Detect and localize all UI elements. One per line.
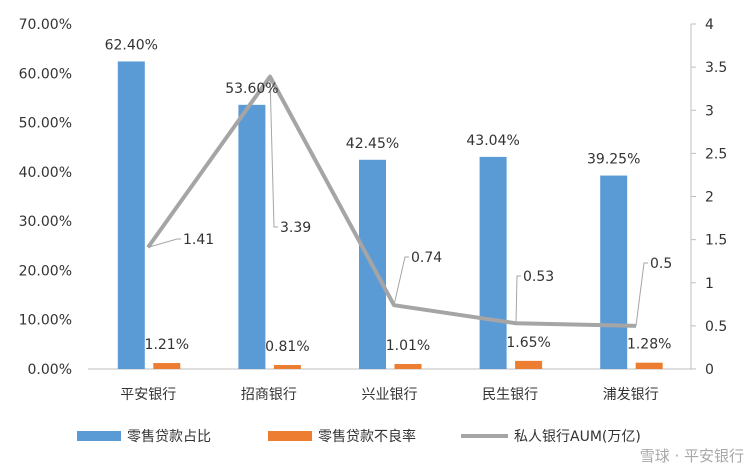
legend-swatch-loan-share <box>77 431 121 441</box>
retail-npl-bar <box>153 363 181 369</box>
left-tick-label: 10.00% <box>19 313 72 329</box>
legend-label-aum: 私人银行AUM(万亿) <box>514 429 641 445</box>
aum-label: 0.74 <box>411 250 442 266</box>
left-tick-label: 20.00% <box>19 263 72 279</box>
right-tick-label: 2 <box>705 190 714 206</box>
right-tick-label: 0 <box>705 362 714 378</box>
retail-npl-label: 1.01% <box>386 338 430 354</box>
retail-npl-bar <box>394 364 422 369</box>
aum-line-layer <box>146 74 648 328</box>
left-tick-label: 0.00% <box>28 362 72 378</box>
right-tick-label: 3.5 <box>705 60 727 76</box>
left-tick-label: 40.00% <box>19 165 72 181</box>
right-tick-label: 2.5 <box>705 146 727 162</box>
category-label: 兴业银行 <box>362 387 418 403</box>
left-y-axis: 0.00% 10.00% 20.00% 30.00% 40.00% 50.00% 60.00… <box>19 17 72 378</box>
legend-label-loan-share: 零售贷款占比 <box>127 429 211 445</box>
watermark: 雪球 · 平安银行 <box>640 447 744 465</box>
left-tick-label: 30.00% <box>19 214 72 230</box>
left-tick-label: 50.00% <box>19 116 72 132</box>
legend-swatch-npl <box>268 431 312 441</box>
retail-loan-share-bar <box>600 175 628 369</box>
aum-leader-line <box>269 76 278 228</box>
left-tick-label: 60.00% <box>19 66 72 82</box>
legend-label-npl: 零售贷款不良率 <box>318 428 416 445</box>
legend: 零售贷款占比 零售贷款不良率 私人银行AUM(万亿) <box>77 428 641 445</box>
retail-loan-share-label: 53.60% <box>225 81 278 97</box>
right-tick-label: 1 <box>705 276 714 292</box>
aum-leader-line <box>635 262 648 326</box>
x-axis: 平安银行 招商银行 兴业银行 民生银行 浦发银行 <box>88 368 691 403</box>
retail-loan-share-bar <box>479 156 507 369</box>
right-tick-label: 3 <box>705 103 714 119</box>
retail-loan-share-bar <box>117 61 145 369</box>
right-tick-label: 0.5 <box>705 319 727 335</box>
retail-npl-label: 1.28% <box>627 337 671 353</box>
retail-npl-label: 0.81% <box>265 339 309 355</box>
aum-leader-line <box>393 256 409 306</box>
retail-loan-share-label: 62.40% <box>105 37 158 53</box>
category-label: 浦发银行 <box>603 387 659 403</box>
retail-npl-label: 1.65% <box>506 335 550 351</box>
right-tick-label: 1.5 <box>705 233 727 249</box>
aum-label: 0.53 <box>523 269 554 285</box>
data-labels: 62.40% 1.21% 53.60% 0.81% 42.45% 1.01% 43.04% 1… <box>105 37 673 355</box>
retail-npl-bar <box>515 360 543 369</box>
right-tick-label: 4 <box>705 17 714 33</box>
aum-label: 3.39 <box>280 220 311 236</box>
aum-line <box>146 74 637 328</box>
retail-loan-share-label: 39.25% <box>587 152 640 168</box>
watermark-text: 雪球 · 平安银行 <box>640 447 744 465</box>
category-label: 平安银行 <box>120 387 176 403</box>
right-y-axis: 0 0.5 1 1.5 2 2.5 3 3.5 4 <box>690 17 727 378</box>
retail-npl-bar <box>635 362 663 369</box>
aum-leader-line <box>147 238 181 248</box>
category-label: 民生银行 <box>482 387 538 403</box>
aum-label: 1.41 <box>183 232 214 248</box>
category-label: 招商银行 <box>241 387 297 403</box>
retail-npl-label: 1.21% <box>145 337 189 353</box>
aum-label: 0.5 <box>650 256 672 272</box>
retail-loan-share-label: 43.04% <box>466 133 519 149</box>
retail-loan-share-bar <box>238 104 266 369</box>
left-tick-label: 70.00% <box>19 17 72 33</box>
bars <box>117 61 663 369</box>
aum-leader-line <box>515 275 521 324</box>
retail-npl-bar <box>273 365 301 369</box>
retail-loan-share-label: 42.45% <box>346 136 399 152</box>
